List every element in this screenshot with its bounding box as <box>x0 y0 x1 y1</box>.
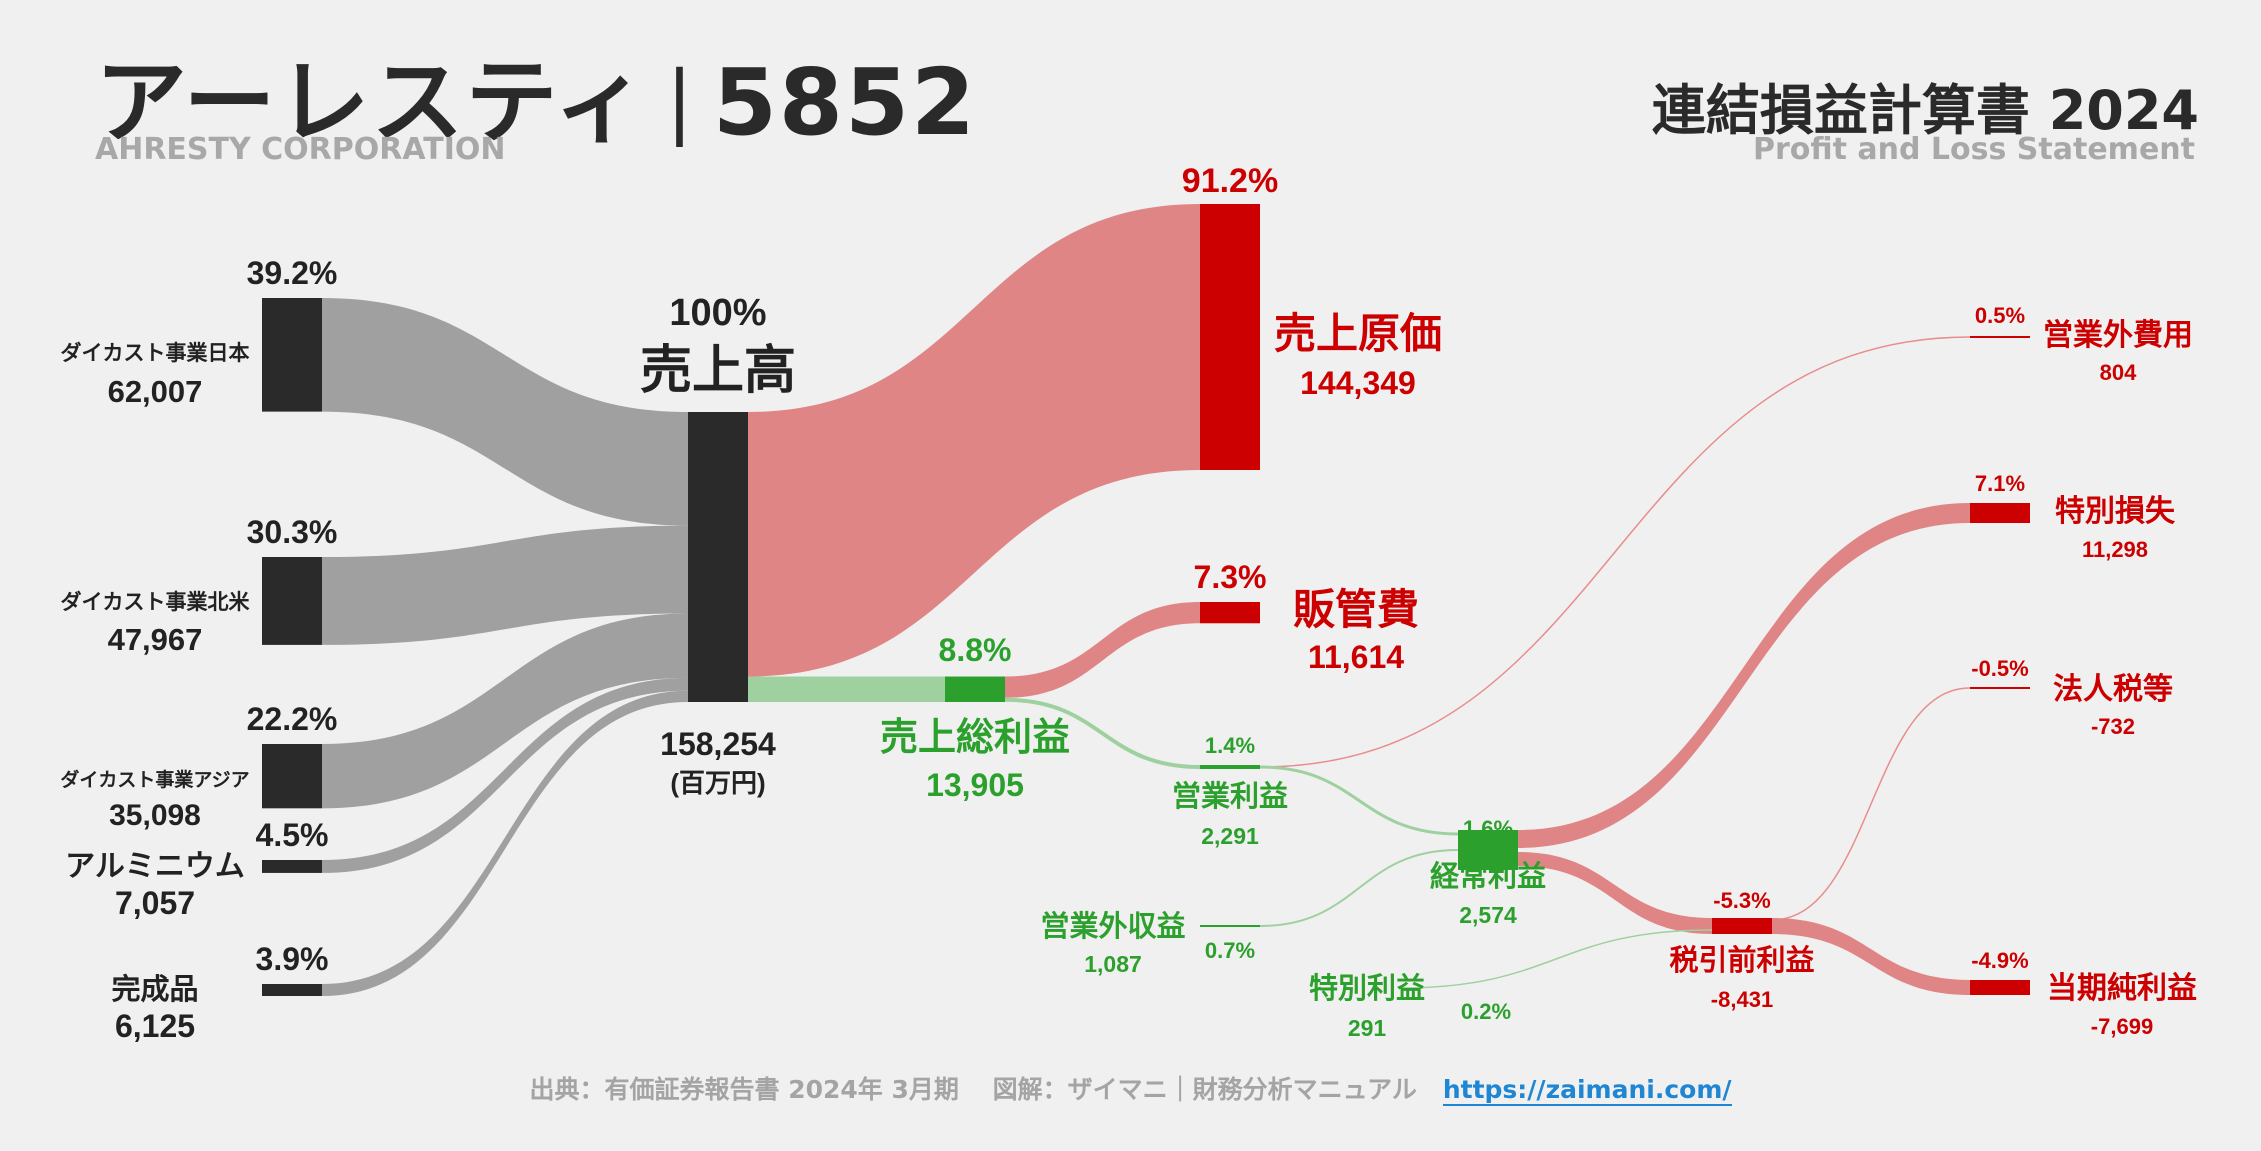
company-name: アーレスティ <box>95 49 648 156</box>
net-income-node <box>1970 980 2030 995</box>
operating-income-flow <box>1004 697 1201 769</box>
segment-flow <box>322 525 688 645</box>
segment-node <box>262 298 322 412</box>
segment-pct: 22.2% <box>247 701 338 737</box>
company-name-en: AHRESTY CORPORATION <box>95 132 506 167</box>
extraordinary-loss-value: 11,298 <box>2082 537 2148 562</box>
footer-source: 出典：有価証券報告書 2024年 3月期 図解：ザイマニ｜財務分析マニュアル <box>529 1075 1417 1104</box>
income-tax-flow <box>1771 687 1971 921</box>
segment-label: ダイカスト事業アジア <box>60 768 249 791</box>
segment-flow <box>322 690 688 996</box>
net-income-flow <box>1772 918 1970 995</box>
net-income-label: 当期純利益 <box>2047 971 2197 1005</box>
pretax-flow <box>1518 852 1712 934</box>
non-operating-expense-value: 804 <box>2100 360 2137 385</box>
operating-income-label: 営業利益 <box>1172 779 1288 813</box>
footer: 出典：有価証券報告書 2024年 3月期 図解：ザイマニ｜財務分析マニュアル ht… <box>0 1070 2261 1106</box>
segment-pct: 30.3% <box>247 514 338 550</box>
net-income-pct: -4.9% <box>1971 948 2028 973</box>
income-tax-label: 法人税等 <box>2053 672 2173 706</box>
sga-pct: 7.3% <box>1194 559 1267 595</box>
non-operating-income-label: 営業外収益 <box>1040 909 1185 943</box>
sga-label: 販管費 <box>1293 586 1419 633</box>
segment-flow <box>322 298 688 526</box>
segment-pct: 4.5% <box>256 817 329 853</box>
statement-subtitle: Profit and Loss Statement <box>1752 132 2195 167</box>
statement-title: 連結損益計算書 2024 <box>1651 79 2199 142</box>
cost-of-sales-label: 売上原価 <box>1274 310 1442 357</box>
segment-value: 35,098 <box>109 799 201 832</box>
gross-profit-flow <box>748 676 945 702</box>
cost-of-sales-value: 144,349 <box>1300 365 1416 401</box>
extraordinary-loss-label: 特別損失 <box>2055 495 2176 528</box>
income-tax-value: -732 <box>2091 714 2135 739</box>
revenue-pct: 100% <box>669 292 766 334</box>
pretax-value: -8,431 <box>1711 987 1773 1012</box>
title-separator: | <box>665 54 695 147</box>
extraordinary-income-pct: 0.2% <box>1461 999 1511 1024</box>
cost-of-sales-node <box>1200 204 1260 470</box>
extraordinary-loss-pct: 7.1% <box>1975 471 2025 496</box>
operating-income-value: 2,291 <box>1201 823 1259 849</box>
segment-label: ダイカスト事業日本 <box>61 341 250 365</box>
extraordinary-income-flow <box>1399 929 1713 989</box>
op-to-ordinary-flow <box>1259 765 1459 836</box>
noi-to-ordinary-flow <box>1259 849 1459 927</box>
unit-label: (百万円) <box>670 768 765 798</box>
gross-profit-label: 売上総利益 <box>880 717 1070 759</box>
segment-value: 62,007 <box>108 374 203 409</box>
gross-profit-value: 13,905 <box>926 767 1024 803</box>
cost-of-sales-pct: 91.2% <box>1182 162 1278 200</box>
ordinary-income-node <box>1458 830 1518 870</box>
pretax-node <box>1712 918 1772 934</box>
ordinary-income-pct: 1.6% <box>1463 816 1513 841</box>
non-operating-expense-label: 営業外費用 <box>2043 319 2193 352</box>
non-operating-expense-flow <box>1259 336 1971 768</box>
segment-flow <box>322 677 688 873</box>
pretax-label: 税引前利益 <box>1669 943 1814 977</box>
extraordinary-loss-flow <box>1518 503 1970 848</box>
segment-node <box>262 557 322 645</box>
revenue-label: 売上高 <box>640 342 796 400</box>
sga-value: 11,614 <box>1308 639 1404 675</box>
segment-value: 47,967 <box>108 622 203 657</box>
segment-value: 6,125 <box>115 1008 195 1044</box>
extraordinary-income-value: 291 <box>1348 1015 1387 1041</box>
segment-pct: 39.2% <box>247 255 338 291</box>
segment-label: ダイカスト事業北米 <box>61 590 251 614</box>
segment-label: アルミニウム <box>65 850 245 883</box>
sga-node <box>1200 602 1260 624</box>
segment-flow <box>322 613 688 809</box>
non-operating-income-pct: 0.7% <box>1205 938 1255 963</box>
segment-pct: 3.9% <box>256 941 329 977</box>
non-operating-income-value: 1,087 <box>1084 951 1142 977</box>
ordinary-income-label: 経常利益 <box>1430 859 1546 893</box>
extraordinary-loss-node <box>1970 503 2030 523</box>
stock-code: 5852 <box>712 49 977 156</box>
gross-profit-node <box>945 676 1005 702</box>
segment-value: 7,057 <box>115 885 195 921</box>
operating-income-pct: 1.4% <box>1205 733 1255 758</box>
sga-flow <box>1005 602 1200 698</box>
revenue-value: 158,254 <box>660 726 776 762</box>
company-title: アーレスティ | 5852 <box>95 28 977 161</box>
cost-of-sales-flow <box>748 204 1200 677</box>
extraordinary-income-label: 特別利益 <box>1309 972 1425 1005</box>
segment-node <box>262 744 322 809</box>
income-tax-pct: -0.5% <box>1971 656 2028 681</box>
revenue-node <box>688 412 748 702</box>
net-income-value: -7,699 <box>2091 1014 2153 1039</box>
pretax-pct: -5.3% <box>1713 888 1770 913</box>
segment-node <box>262 984 322 996</box>
ordinary-income-value: 2,574 <box>1459 902 1517 928</box>
gross-profit-pct: 8.8% <box>939 632 1012 668</box>
footer-link[interactable]: https://zaimani.com/ <box>1442 1075 1732 1106</box>
segment-label: 完成品 <box>111 972 198 1006</box>
non-operating-expense-pct: 0.5% <box>1975 303 2025 328</box>
segment-node <box>262 860 322 873</box>
